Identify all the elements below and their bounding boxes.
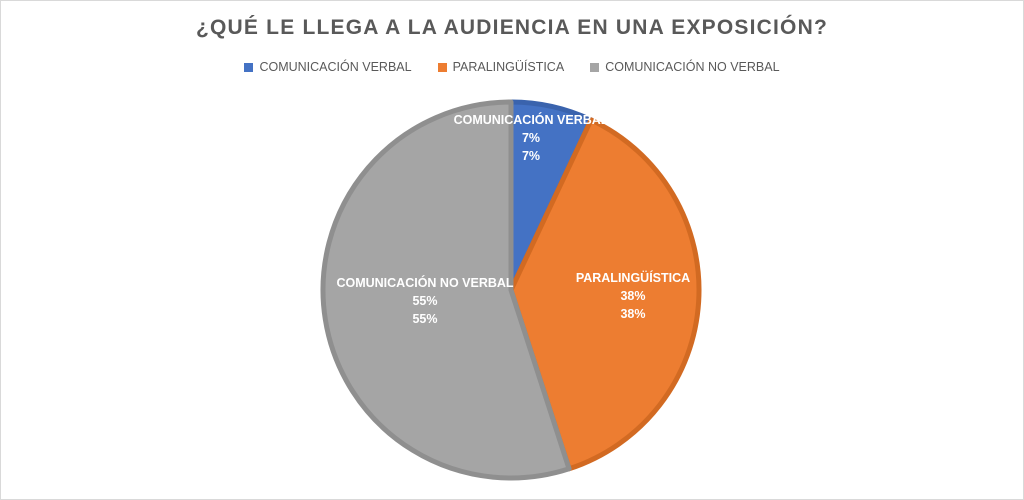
data-label-category-verbal: COMUNICACIÓN VERBAL (454, 112, 609, 127)
data-label-percent-no-verbal: 55% (412, 312, 437, 326)
data-label-value-no-verbal: 55% (412, 294, 437, 308)
legend-item-paralinguistica: PARALINGÜÍSTICA (437, 60, 565, 74)
data-label-value-paralinguistica: 38% (620, 289, 645, 303)
legend: COMUNICACIÓN VERBAL PARALINGÜÍSTICA COMU… (0, 60, 1024, 74)
data-label-value-verbal: 7% (522, 131, 540, 145)
data-label-no-verbal: COMUNICACIÓN NO VERBAL 55% 55% (336, 275, 513, 326)
legend-swatch-paralinguistica (437, 62, 447, 72)
data-label-percent-paralinguistica: 38% (620, 307, 645, 321)
data-label-category-no-verbal: COMUNICACIÓN NO VERBAL (336, 275, 513, 290)
pie-slice-no-verbal (320, 99, 572, 481)
legend-label-no-verbal: COMUNICACIÓN NO VERBAL (605, 60, 780, 74)
legend-label-paralinguistica: PARALINGÜÍSTICA (452, 60, 565, 74)
data-label-percent-verbal: 7% (522, 149, 540, 163)
data-label-paralinguistica: PARALINGÜÍSTICA 38% 38% (576, 270, 690, 321)
legend-label-verbal: COMUNICACIÓN VERBAL (259, 60, 412, 74)
data-label-category-paralinguistica: PARALINGÜÍSTICA (576, 270, 690, 285)
pie-slice-paralinguistica (508, 117, 702, 472)
chart-title: ¿QUÉ LE LLEGA A LA AUDIENCIA EN UNA EXPO… (196, 16, 828, 39)
legend-item-no-verbal: COMUNICACIÓN NO VERBAL (590, 60, 780, 74)
data-label-verbal: COMUNICACIÓN VERBAL 7% 7% (454, 112, 609, 163)
legend-swatch-no-verbal (590, 62, 600, 72)
legend-swatch-verbal (244, 62, 254, 72)
legend-item-verbal: COMUNICACIÓN VERBAL (244, 60, 412, 74)
